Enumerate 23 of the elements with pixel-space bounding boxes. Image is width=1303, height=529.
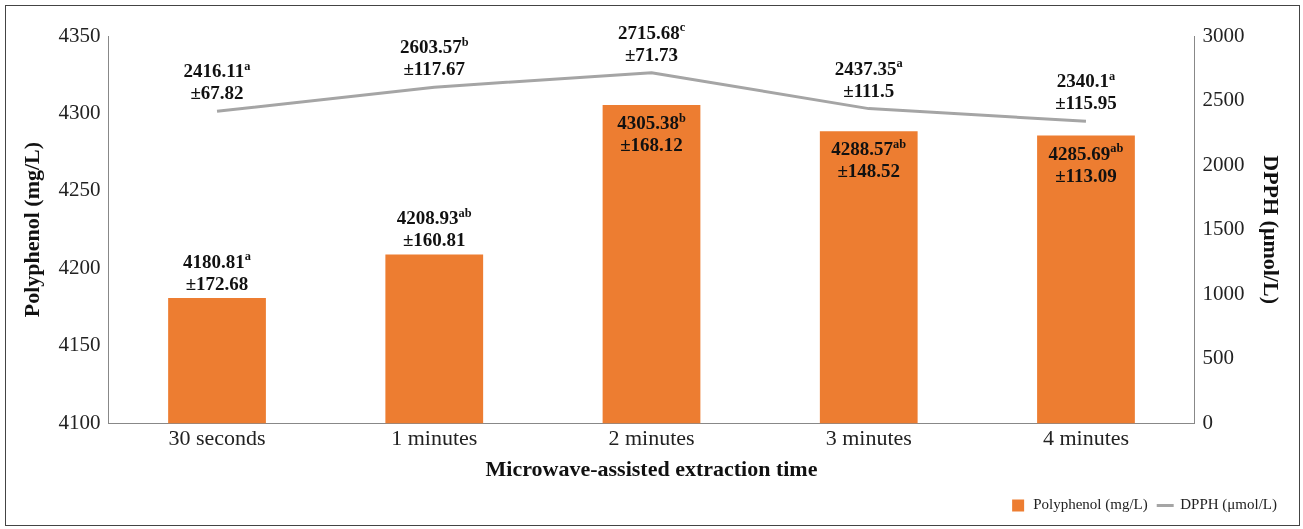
y-tick-label: 4250	[58, 177, 101, 202]
x-tick-label: 3 minutes	[825, 425, 912, 451]
legend-label: DPPH (μmol/L)	[1180, 496, 1277, 514]
x-tick-label: 30 seconds	[168, 425, 266, 451]
y2-tick-label: 0	[1202, 409, 1214, 434]
y-tick-label: 4300	[58, 99, 101, 124]
y-tick-label: 4200	[58, 254, 101, 279]
y-tick-label: 4150	[58, 332, 101, 357]
legend-label: Polyphenol (mg/L)	[1033, 496, 1148, 514]
y-axis-title: Polyphenol (mg/L)	[18, 141, 44, 318]
y2-tick-label: 2000	[1202, 151, 1245, 176]
x-tick-label: 2 minutes	[608, 425, 695, 451]
y2-tick-label: 1500	[1202, 216, 1245, 241]
y2-tick-label: 1000	[1202, 280, 1245, 305]
x-axis-title: Microwave-assisted extraction time	[485, 456, 818, 482]
y2-tick-label: 500	[1202, 345, 1235, 370]
y2-tick-label: 3000	[1202, 22, 1245, 47]
y-tick-label: 4350	[58, 22, 101, 47]
x-tick-label: 1 minutes	[391, 425, 478, 451]
y-tick-label: 4100	[58, 409, 101, 434]
y2-tick-label: 2500	[1202, 87, 1245, 112]
y2-axis-title: DPPH (μmol/L)	[1259, 155, 1285, 304]
x-tick-label: 4 minutes	[1042, 425, 1130, 451]
